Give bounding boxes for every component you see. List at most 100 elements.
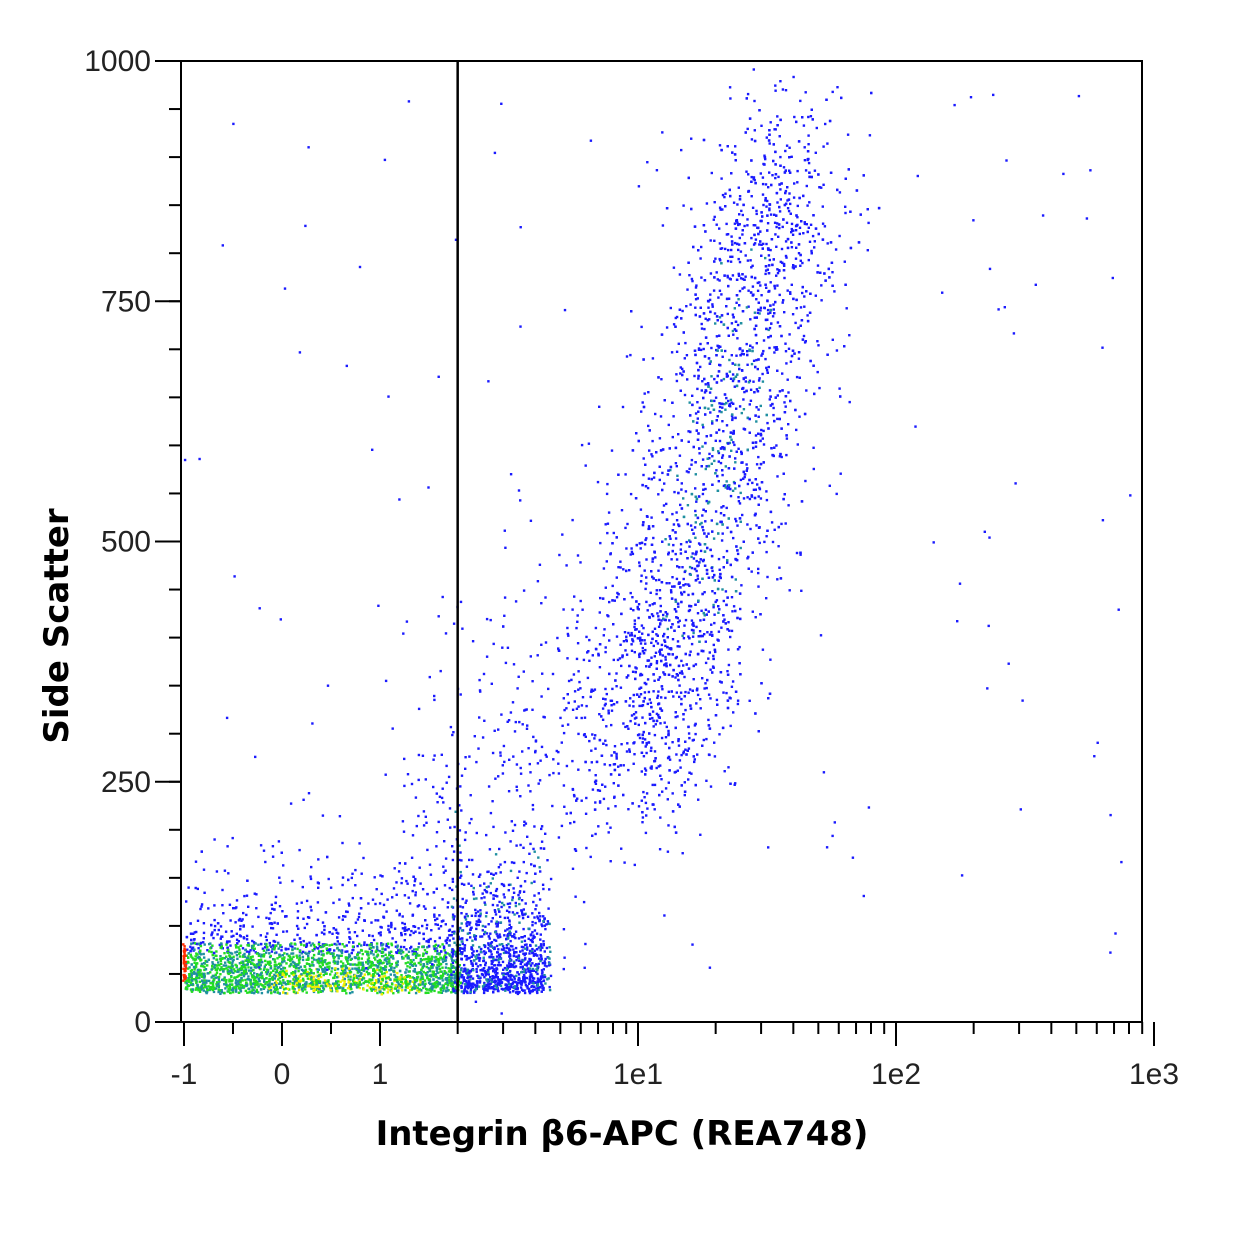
data-point: [351, 967, 354, 970]
data-point: [401, 955, 404, 959]
data-point: [321, 949, 325, 953]
data-point: [508, 953, 512, 956]
data-point: [372, 984, 376, 987]
data-point: [539, 945, 543, 948]
data-point: [514, 901, 517, 905]
data-point: [346, 960, 349, 963]
data-point: [519, 980, 522, 983]
data-point: [322, 960, 325, 963]
data-point: [442, 989, 445, 992]
data-point: [425, 973, 428, 977]
data-point: [248, 987, 251, 991]
data-point: [329, 886, 333, 889]
data-point: [199, 949, 202, 952]
data-point: [348, 991, 352, 995]
data-point: [432, 974, 436, 978]
data-point: [526, 835, 529, 838]
data-point: [476, 910, 480, 913]
data-point: [299, 965, 302, 968]
data-point: [413, 951, 416, 954]
data-point: [719, 345, 722, 348]
data-point: [507, 980, 510, 983]
data-point: [307, 958, 310, 961]
data-point: [544, 982, 547, 985]
data-point: [223, 991, 226, 995]
data-point: [536, 965, 539, 968]
data-point: [226, 951, 229, 954]
data-point: [502, 951, 506, 955]
data-point: [508, 902, 512, 905]
data-point: [215, 969, 219, 972]
data-point: [422, 945, 425, 949]
data-point: [220, 966, 223, 969]
data-point: [424, 919, 427, 922]
data-point: [335, 985, 339, 988]
data-point: [351, 896, 354, 900]
data-point: [360, 872, 363, 875]
data-point: [292, 955, 295, 958]
data-point: [490, 872, 493, 875]
data-point: [517, 893, 520, 897]
data-point: [382, 975, 385, 978]
data-point: [329, 973, 332, 976]
data-point: [494, 974, 498, 977]
data-point: [368, 981, 371, 984]
data-point: [425, 950, 429, 954]
data-point: [494, 984, 497, 988]
data-point: [411, 914, 414, 917]
data-point: [363, 943, 366, 946]
data-point: [282, 981, 285, 984]
data-point: [445, 962, 448, 966]
data-point: [313, 948, 316, 951]
data-point: [245, 981, 248, 984]
data-point: [403, 894, 407, 897]
data-point: [459, 905, 462, 908]
data-point: [349, 985, 352, 989]
data-point: [264, 942, 267, 946]
data-point: [187, 952, 190, 955]
data-point: [533, 916, 536, 919]
data-point: [286, 979, 289, 983]
data-point: [183, 961, 186, 964]
data-point: [409, 980, 412, 983]
data-point: [536, 987, 540, 990]
data-point: [518, 981, 522, 984]
data-point: [282, 966, 285, 969]
data-point: [536, 954, 539, 957]
data-point: [497, 953, 501, 957]
data-point: [458, 844, 461, 847]
data-point: [401, 915, 404, 918]
data-point: [216, 922, 220, 925]
data-point: [547, 907, 550, 910]
data-point: [509, 883, 512, 886]
data-point: [414, 991, 418, 995]
data-point: [287, 947, 290, 951]
data-point: [300, 979, 303, 982]
data-point: [327, 877, 330, 881]
data-point: [414, 964, 418, 967]
data-point: [451, 985, 454, 989]
data-point: [282, 988, 286, 991]
data-point: [226, 845, 229, 848]
data-point: [482, 956, 485, 959]
data-point: [508, 986, 512, 990]
data-point: [472, 897, 476, 901]
data-point: [396, 946, 399, 949]
data-point: [509, 962, 513, 966]
data-point: [351, 963, 355, 966]
data-point: [505, 937, 508, 941]
data-point: [474, 908, 477, 912]
data-point: [194, 972, 198, 975]
data-point: [487, 986, 490, 990]
data-point: [340, 951, 344, 954]
data-point: [349, 978, 352, 981]
data-point: [701, 380, 704, 383]
data-point: [312, 953, 316, 957]
data-point: [704, 467, 707, 471]
data-point: [252, 941, 256, 944]
data-point: [384, 968, 387, 971]
data-point: [211, 961, 214, 964]
data-point: [263, 965, 266, 968]
data-point: [421, 966, 424, 970]
data-point: [281, 975, 284, 979]
